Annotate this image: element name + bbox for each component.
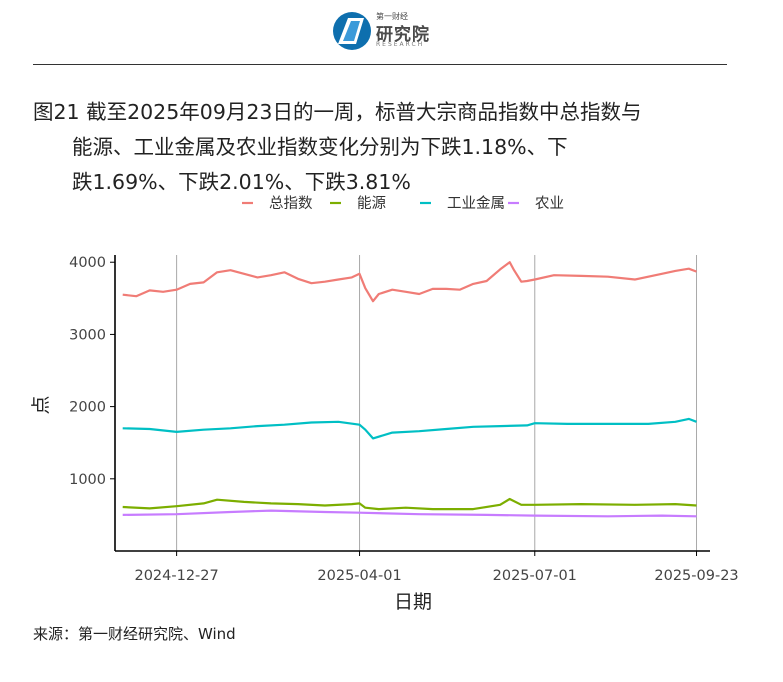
logo-top-text: 第一财经 (376, 12, 408, 21)
legend-label-agri: 农业 (535, 195, 564, 212)
series-line-metals (122, 417, 697, 440)
y-tick-label: 4000 (69, 255, 106, 271)
y-tick-label: 3000 (69, 327, 106, 343)
header-divider (33, 64, 727, 65)
chart-title-line-2: 能源、工业金属及农业指数变化分别为下跌1.18%、下 (72, 135, 568, 159)
y-axis-ticks: 1000 2000 3000 4000 (69, 255, 115, 488)
y-axis-label: 点 (30, 395, 52, 414)
vertical-gridlines (176, 255, 698, 551)
chart-legend: 总指数 能源 工业金属 农业 (242, 195, 564, 212)
x-tick-label: 2025-07-01 (493, 568, 577, 584)
logo-english: RESEARCH (376, 41, 425, 48)
logo-emblem-icon (333, 12, 371, 50)
x-tick-label: 2025-09-23 (654, 568, 738, 584)
legend-label-total: 总指数 (269, 195, 313, 212)
y-tick-label: 1000 (69, 472, 106, 488)
x-axis-ticks: 2024-12-27 2025-04-01 2025-07-01 2025-09-23 (134, 551, 739, 584)
legend-label-energy: 能源 (357, 195, 386, 212)
source-note: 来源：第一财经研究院、Wind (33, 625, 236, 643)
logo (330, 8, 440, 54)
x-tick-label: 2025-04-01 (317, 568, 401, 584)
chart-title-line-1: 图21 截至2025年09月23日的一周，标普大宗商品指数中总指数与 (33, 100, 642, 124)
x-tick-label: 2024-12-27 (134, 568, 218, 584)
chart-title-line-3: 跌1.69%、下跌2.01%、下跌3.81% (72, 170, 411, 194)
series-lines (122, 261, 697, 518)
series-line-total (122, 261, 697, 303)
series-line-agri (122, 509, 697, 518)
logo-name: 研究院 (376, 25, 430, 45)
chart-axes (114, 255, 710, 552)
y-tick-label: 2000 (69, 400, 106, 416)
series-line-energy (122, 497, 697, 511)
legend-label-metals: 工业金属 (447, 195, 505, 212)
x-axis-label: 日期 (394, 591, 432, 613)
